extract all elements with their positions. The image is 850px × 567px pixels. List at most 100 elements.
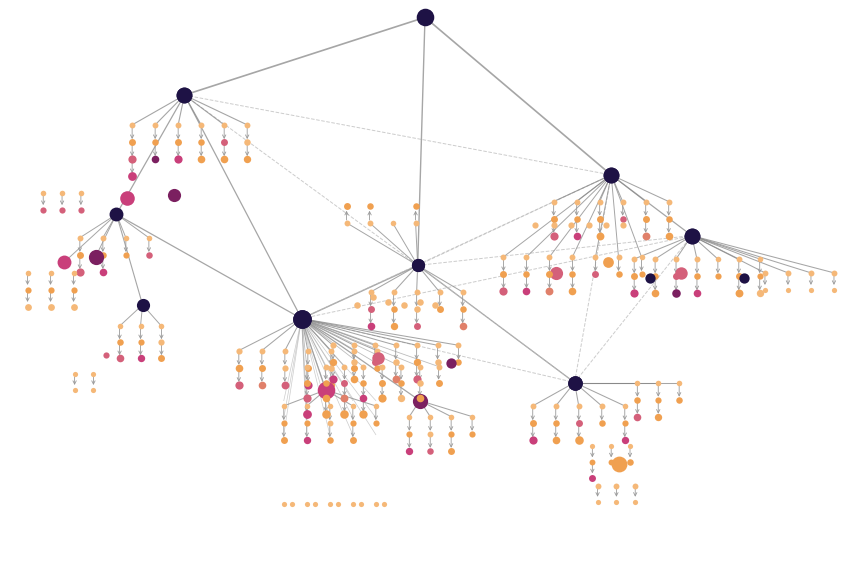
Point [232,380,246,389]
Point [364,321,377,331]
Point [618,418,632,428]
Point [397,301,411,310]
Point [340,218,354,227]
Point [413,378,427,387]
Point [672,378,686,387]
Point [218,137,231,146]
Point [685,231,699,240]
Point [423,446,437,455]
Point [737,274,751,283]
Point [301,380,314,389]
Point [119,250,133,259]
Point [589,252,603,261]
Point [451,358,465,367]
Point [20,268,34,277]
Point [149,120,162,129]
Point [732,255,745,264]
Point [382,297,395,306]
Point [827,268,841,277]
Point [628,497,642,506]
Point [465,412,479,421]
Point [618,401,632,411]
Point [346,500,360,509]
Point [662,231,676,240]
Point [278,363,292,372]
Point [277,401,291,411]
Point [403,429,416,438]
Point [616,214,630,223]
Point [445,359,458,368]
Point [319,378,332,387]
Point [356,378,370,387]
Point [589,269,603,278]
Point [347,346,360,355]
Point [323,401,337,411]
Point [278,380,292,389]
Point [350,301,364,310]
Point [324,363,337,372]
Point [20,302,34,311]
Point [286,500,299,509]
Point [781,285,795,294]
Point [300,362,314,371]
Point [295,314,309,323]
Point [410,375,423,384]
Point [456,304,469,314]
Point [133,321,147,331]
Point [519,286,533,295]
Point [662,197,676,206]
Point [323,435,337,445]
Point [639,197,653,206]
Point [651,378,665,387]
Point [403,412,416,421]
Point [278,346,292,355]
Point [340,201,354,210]
Point [804,285,818,294]
Point [241,154,254,163]
Point [43,302,57,311]
Point [595,418,609,428]
Point [411,261,424,270]
Point [300,401,314,411]
Point [125,120,139,129]
Point [526,401,540,411]
Point [43,285,57,294]
Point [753,272,767,281]
Point [623,458,637,467]
Point [542,286,556,295]
Point [300,410,314,419]
Point [88,252,102,261]
Point [366,293,379,302]
Point [627,289,641,298]
Point [255,363,269,372]
Point [631,395,644,404]
Point [347,341,360,350]
Point [418,13,432,22]
Point [732,289,745,298]
Point [649,272,662,281]
Point [604,442,618,451]
Point [37,188,50,197]
Point [542,252,556,261]
Point [627,255,641,264]
Point [300,435,314,445]
Point [113,353,127,362]
Point [595,401,609,411]
Point [67,302,81,311]
Point [445,429,458,438]
Point [413,362,427,371]
Point [178,91,191,100]
Point [616,197,630,206]
Point [394,378,408,387]
Point [570,197,583,206]
Point [347,375,360,384]
Point [57,257,71,266]
Point [432,378,445,387]
Point [255,346,269,355]
Point [409,201,422,210]
Point [547,221,560,230]
Point [428,301,442,310]
Point [586,474,599,483]
Point [74,205,88,214]
Point [582,221,596,230]
